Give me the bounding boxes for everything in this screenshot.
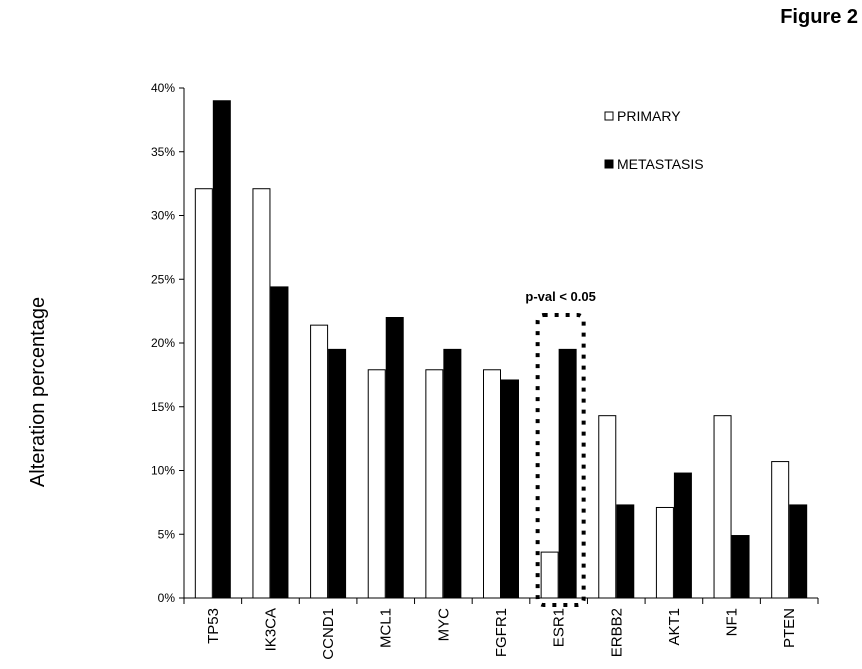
legend: PRIMARY METASTASIS <box>604 108 704 172</box>
x-tick-label: MCL1 <box>378 608 395 648</box>
x-tick-label: MYC <box>435 608 452 642</box>
bar-metastasis-erbb2 <box>616 504 635 599</box>
legend-swatch-metastasis <box>604 159 614 169</box>
y-tick-label: 10% <box>151 464 175 478</box>
x-tick-label: ESR1 <box>551 608 568 647</box>
bar-primary-mcl1 <box>367 369 386 599</box>
bar-metastasis-myc <box>443 348 462 599</box>
bar-primary-myc <box>425 369 444 599</box>
significance-label: p-val < 0.05 <box>525 289 595 304</box>
legend-label-metastasis: METASTASIS <box>617 156 704 172</box>
y-tick-label: 35% <box>151 145 175 159</box>
bar-primary-pten <box>771 461 790 599</box>
bar-metastasis-ccnd1 <box>328 348 347 599</box>
bar-primary-nf1 <box>713 415 732 599</box>
bar-primary-pik3ca <box>252 188 271 599</box>
y-tick-label: 15% <box>151 400 175 414</box>
y-axis: 0% 5% 10% 15% 20% 25% 30% 35% 40% <box>151 81 185 605</box>
x-axis: TP53 IK3CA CCND1 MCL1 MYC FGFR1 ESR1 ERBB2 AKT1 N… <box>183 597 819 660</box>
bar-metastasis-pten <box>789 504 808 599</box>
y-tick-label: 30% <box>151 209 175 223</box>
legend-swatch-primary <box>604 111 614 121</box>
x-tick-label: TP53 <box>205 608 222 644</box>
y-tick-label: 5% <box>158 527 176 541</box>
y-tick-label: 25% <box>151 272 175 286</box>
bar-metastasis-esr1 <box>558 348 577 599</box>
significance-annotation: p-val < 0.05 <box>525 289 596 607</box>
bar-primary-fgfr1 <box>483 369 501 599</box>
y-tick-label: 0% <box>158 591 176 605</box>
bar-metastasis-pik3ca <box>270 286 289 599</box>
bar-primary-esr1 <box>540 551 559 599</box>
y-tick-label: 20% <box>151 336 175 350</box>
x-tick-label: PTEN <box>781 608 798 648</box>
x-tick-label: FGFR1 <box>493 608 510 657</box>
legend-label-primary: PRIMARY <box>617 108 681 124</box>
bar-primary-erbb2 <box>598 415 617 599</box>
bars <box>194 100 808 599</box>
bar-primary-ccnd1 <box>310 324 329 599</box>
bar-metastasis-tp53 <box>212 100 231 599</box>
x-tick-label: IK3CA <box>262 608 279 651</box>
bar-metastasis-mcl1 <box>385 317 404 599</box>
bar-metastasis-fgfr1 <box>501 379 519 599</box>
y-tick-label: 40% <box>151 81 175 95</box>
x-tick-label: AKT1 <box>666 608 683 646</box>
y-axis-label: Alteration percentage <box>27 297 49 487</box>
figure-label: Figure 2 <box>780 6 858 28</box>
bar-metastasis-nf1 <box>731 535 750 599</box>
bar-metastasis-akt1 <box>673 472 692 599</box>
x-tick-label: NF1 <box>724 608 741 636</box>
bar-primary-akt1 <box>655 506 674 599</box>
x-tick-label: ERBB2 <box>608 608 625 657</box>
bar-primary-tp53 <box>194 188 213 599</box>
x-tick-label: CCND1 <box>320 608 337 660</box>
